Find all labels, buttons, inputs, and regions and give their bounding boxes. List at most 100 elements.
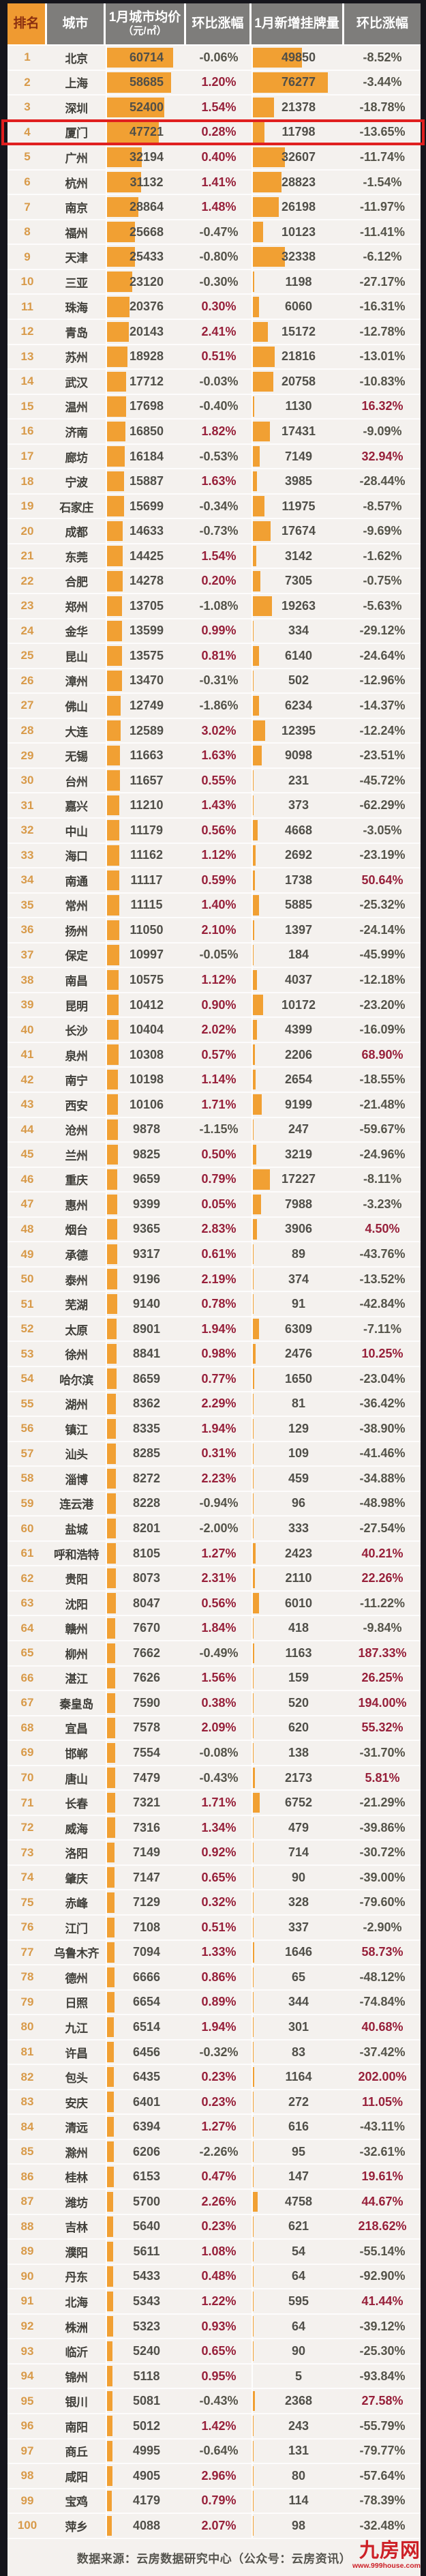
city-cell: 滁州 [65, 2146, 89, 2160]
rank-cell: 40 [20, 1023, 34, 1036]
price-change-cell: 1.40% [201, 898, 237, 912]
price-cell: 15887 [106, 469, 186, 493]
listings-value: 1198 [285, 274, 312, 289]
price-value: 11179 [130, 823, 164, 837]
city-cell: 海口 [65, 850, 89, 864]
city-cell: 广州 [65, 151, 89, 165]
price-value: 20143 [129, 324, 164, 338]
price-bar [107, 396, 127, 417]
listings-cell: 17431 [252, 420, 344, 443]
listings-change-cell: 218.62% [358, 2219, 407, 2234]
listings-bar [253, 1718, 254, 1738]
price-bar [107, 1044, 119, 1065]
city-cell: 萍乡 [65, 2520, 89, 2534]
listings-change-cell: -25.30% [359, 2344, 406, 2358]
price-value: 4088 [132, 2518, 161, 2532]
price-bar [107, 1468, 117, 1489]
rank-cell: 99 [20, 2493, 34, 2507]
city-cell: 珠海 [65, 302, 89, 315]
listings-value: 11798 [282, 125, 316, 139]
price-value: 9196 [132, 1272, 161, 1286]
price-value: 7147 [132, 1870, 161, 1884]
price-bar [107, 1768, 115, 1788]
table-row: 42 南宁 10198 1.14% 2654 -18.55% [7, 1068, 421, 1093]
listings-change-cell: -18.55% [359, 1072, 406, 1087]
listings-value: 9199 [284, 1097, 313, 1111]
rank-cell: 22 [20, 574, 34, 587]
listings-cell: 15172 [252, 320, 344, 344]
table-row: 71 长春 7321 1.71% 6752 -21.29% [7, 1791, 421, 1816]
listings-cell: 3985 [252, 469, 344, 493]
price-change-cell: 0.59% [201, 873, 237, 887]
price-bar [107, 1144, 118, 1165]
listings-value: 502 [288, 673, 309, 688]
price-bar [107, 1518, 117, 1539]
table-row: 51 芜湖 9140 0.78% 91 -42.84% [7, 1292, 421, 1317]
price-value: 10412 [129, 997, 164, 1012]
price-cell: 47721 [106, 120, 186, 145]
listings-bar [253, 396, 254, 417]
listings-value: 64 [291, 2269, 306, 2283]
table-row: 20 成都 14633 -0.73% 17674 -9.69% [7, 519, 421, 544]
listings-cell: 32607 [252, 145, 344, 169]
listings-change-cell: -39.86% [359, 1820, 406, 1834]
listings-value: 10123 [281, 224, 316, 239]
listings-change-cell: -55.14% [359, 2244, 406, 2258]
listings-change-cell: -27.17% [359, 274, 406, 289]
listings-value: 4037 [284, 973, 313, 986]
price-cell: 13599 [106, 619, 186, 643]
rank-cell: 2 [24, 75, 31, 89]
price-bar [107, 1718, 116, 1738]
price-bar [107, 2017, 115, 2038]
listings-cell: 64 [252, 2314, 344, 2339]
price-value: 32194 [129, 149, 164, 164]
price-change-cell: 0.78% [201, 1297, 237, 1311]
listings-cell: 147 [252, 2165, 344, 2189]
price-cell: 8285 [106, 1441, 186, 1466]
city-cell: 泉州 [65, 1049, 89, 1063]
table-row: 24 金华 13599 0.99% 334 -29.12% [7, 619, 421, 645]
listings-bar [253, 496, 265, 516]
table-row: 55 湖州 8362 2.29% 81 -36.42% [7, 1392, 421, 1418]
price-value: 8201 [132, 1521, 161, 1536]
city-cell: 中山 [65, 825, 89, 838]
price-cell: 10412 [106, 993, 186, 1017]
table-row: 41 泉州 10308 0.57% 2206 68.90% [7, 1042, 421, 1068]
price-bar [107, 820, 119, 840]
price-cell: 14425 [106, 544, 186, 568]
price-value: 5343 [132, 2294, 161, 2308]
city-cell: 许昌 [65, 2047, 89, 2060]
city-cell: 吉林 [65, 2221, 89, 2235]
listings-cell: 98 [252, 2514, 344, 2538]
city-cell: 扬州 [65, 924, 89, 938]
price-value: 7578 [132, 1721, 161, 1735]
city-cell: 深圳 [65, 102, 89, 115]
listings-value: 19263 [281, 598, 316, 613]
price-bar [107, 1917, 115, 1938]
table-row: 69 邯郸 7554 -0.08% 138 -31.70% [7, 1741, 421, 1766]
city-cell: 长沙 [65, 1025, 89, 1038]
listings-bar [253, 2116, 254, 2137]
price-value: 8047 [132, 1596, 161, 1610]
price-cell: 6401 [106, 2090, 186, 2114]
listings-bar [253, 570, 260, 591]
table-row: 48 烟台 9365 2.83% 3906 4.50% [7, 1217, 421, 1243]
city-cell: 德州 [65, 1972, 89, 1985]
listings-cell: 64 [252, 2264, 344, 2289]
listings-cell: 28823 [252, 170, 344, 194]
price-change-cell: 0.79% [201, 2493, 237, 2508]
price-change-cell: -2.26% [199, 2144, 239, 2158]
city-cell: 湛江 [65, 1673, 89, 1686]
price-cell: 6153 [106, 2165, 186, 2189]
rank-cell: 49 [20, 1247, 34, 1261]
city-cell: 日照 [65, 1997, 89, 2010]
rank-cell: 3 [24, 100, 31, 114]
rank-cell: 50 [20, 1272, 34, 1286]
city-cell: 西安 [65, 1099, 89, 1113]
price-value: 7094 [132, 1945, 161, 1959]
listings-change-cell: 55.32% [361, 1721, 404, 1735]
rank-cell: 85 [20, 2145, 34, 2158]
price-bar [107, 196, 139, 218]
rank-cell: 42 [20, 1072, 34, 1086]
rank-cell: 35 [20, 898, 34, 911]
